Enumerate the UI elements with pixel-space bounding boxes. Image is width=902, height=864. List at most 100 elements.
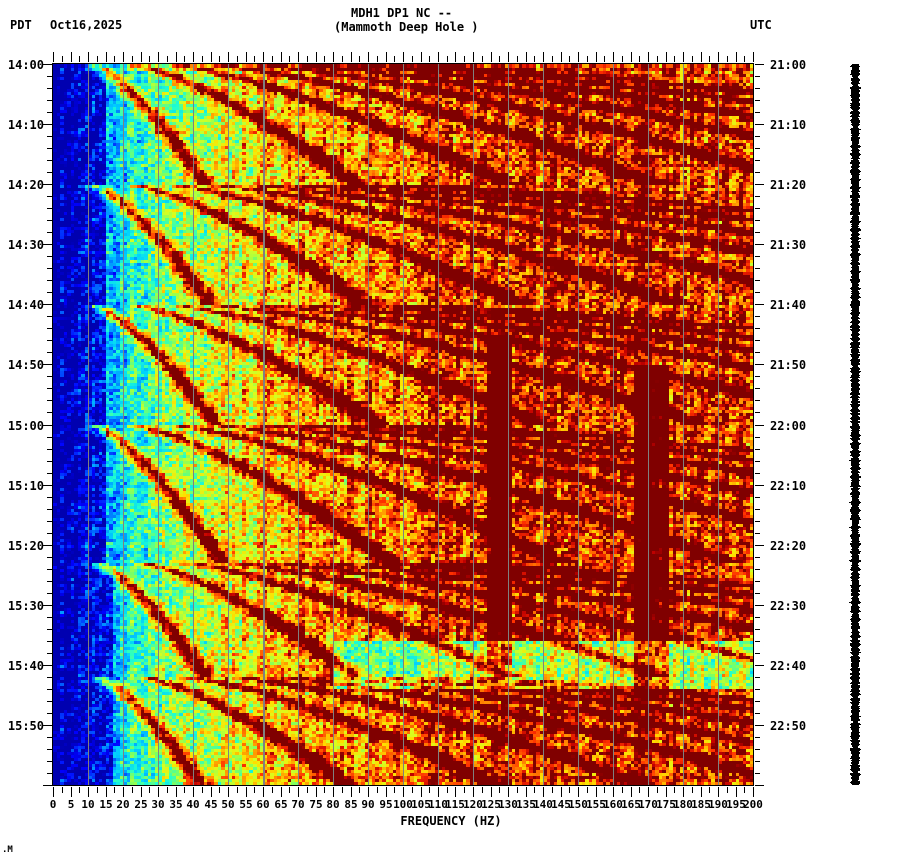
y-tick-right xyxy=(755,617,760,618)
date-label: Oct16,2025 xyxy=(50,18,123,32)
x-axis-label: 15 xyxy=(99,798,113,811)
x-tick-bottom xyxy=(123,787,124,797)
x-tick-top xyxy=(333,52,334,62)
y-tick-left xyxy=(47,280,52,281)
x-tick-top xyxy=(149,56,150,62)
x-tick-top xyxy=(429,56,430,62)
x-tick-bottom xyxy=(491,787,492,797)
y-tick-left xyxy=(47,388,52,389)
x-axis-label: 10 xyxy=(81,798,95,811)
x-tick-top xyxy=(421,52,422,62)
x-axis-label: 65 xyxy=(274,798,288,811)
y-tick-right xyxy=(755,268,760,269)
y-tick-right xyxy=(755,545,764,546)
utc-timezone-label: UTC xyxy=(750,18,772,32)
y-tick-right xyxy=(755,449,760,450)
x-tick-bottom xyxy=(97,787,98,793)
x-tick-top xyxy=(412,56,413,62)
x-tick-bottom xyxy=(53,787,54,797)
x-tick-top xyxy=(123,52,124,62)
spectrogram-plot[interactable] xyxy=(53,64,753,785)
y-tick-right xyxy=(755,497,760,498)
x-tick-top xyxy=(281,52,282,62)
x-tick-top xyxy=(666,52,667,62)
y-tick-left xyxy=(47,557,52,558)
x-tick-bottom xyxy=(683,787,684,797)
x-axis-label: 145 xyxy=(551,798,571,811)
x-tick-top xyxy=(692,56,693,62)
x-tick-top xyxy=(263,52,264,62)
y-tick-right xyxy=(755,785,764,786)
y-axis-label-local: 14:20 xyxy=(7,178,44,192)
x-tick-bottom xyxy=(184,787,185,793)
local-timezone-label: PDT xyxy=(10,18,32,32)
y-tick-left xyxy=(47,689,52,690)
x-axis-label: 35 xyxy=(169,798,183,811)
x-axis-label: 75 xyxy=(309,798,323,811)
x-tick-bottom xyxy=(106,787,107,797)
y-tick-right xyxy=(755,629,760,630)
x-tick-bottom xyxy=(596,787,597,797)
y-tick-left xyxy=(43,725,52,726)
x-tick-top xyxy=(377,56,378,62)
x-axis-label: 5 xyxy=(67,798,75,811)
x-axis-label: 170 xyxy=(638,798,658,811)
x-axis-label: 185 xyxy=(691,798,711,811)
y-axis-label-utc: 22:20 xyxy=(770,539,807,553)
y-tick-right xyxy=(755,208,760,209)
x-tick-top xyxy=(132,56,133,62)
x-tick-bottom xyxy=(639,787,640,793)
x-tick-top xyxy=(701,52,702,62)
y-tick-right xyxy=(755,172,760,173)
x-tick-bottom xyxy=(62,787,63,793)
y-tick-right xyxy=(755,641,760,642)
y-axis-label-local: 15:40 xyxy=(7,659,44,673)
y-tick-right xyxy=(755,461,760,462)
x-tick-top xyxy=(753,52,754,62)
x-axis-label: 155 xyxy=(586,798,606,811)
y-tick-right xyxy=(755,244,764,245)
station-code-label: MDH1 DP1 NC -- xyxy=(351,6,453,20)
x-axis-label: 130 xyxy=(498,798,518,811)
y-tick-right xyxy=(755,400,760,401)
y-axis-label-utc: 21:20 xyxy=(770,178,807,192)
y-tick-left xyxy=(47,653,52,654)
y-tick-right xyxy=(755,340,760,341)
x-tick-bottom xyxy=(744,787,745,793)
y-tick-right xyxy=(755,292,760,293)
x-tick-bottom xyxy=(508,787,509,797)
x-tick-bottom xyxy=(526,787,527,797)
y-axis-label-local: 15:30 xyxy=(7,599,44,613)
y-axis-label-local: 14:50 xyxy=(7,358,44,372)
y-axis-label-utc: 22:30 xyxy=(770,599,807,613)
y-tick-right xyxy=(755,521,760,522)
x-tick-bottom xyxy=(333,787,334,797)
x-tick-top xyxy=(718,52,719,62)
x-tick-top xyxy=(211,52,212,62)
x-axis-label: 70 xyxy=(291,798,305,811)
y-axis-label-utc: 21:00 xyxy=(770,58,807,72)
y-tick-left xyxy=(47,773,52,774)
x-tick-bottom xyxy=(246,787,247,797)
x-tick-top xyxy=(674,56,675,62)
y-tick-left xyxy=(47,701,52,702)
x-tick-top xyxy=(254,56,255,62)
y-tick-left xyxy=(47,88,52,89)
x-tick-bottom xyxy=(657,787,658,793)
y-tick-right xyxy=(755,220,760,221)
x-tick-top xyxy=(455,52,456,62)
y-tick-left xyxy=(47,208,52,209)
x-tick-top xyxy=(316,52,317,62)
y-tick-left xyxy=(47,400,52,401)
x-tick-top xyxy=(176,52,177,62)
x-tick-bottom xyxy=(254,787,255,793)
x-tick-bottom xyxy=(718,787,719,797)
y-tick-left xyxy=(47,292,52,293)
x-tick-bottom xyxy=(272,787,273,793)
x-axis-label: 140 xyxy=(533,798,553,811)
y-axis-label-local: 14:00 xyxy=(7,58,44,72)
x-tick-bottom xyxy=(228,787,229,797)
x-tick-bottom xyxy=(561,787,562,797)
x-tick-bottom xyxy=(158,787,159,797)
y-tick-left xyxy=(43,665,52,666)
